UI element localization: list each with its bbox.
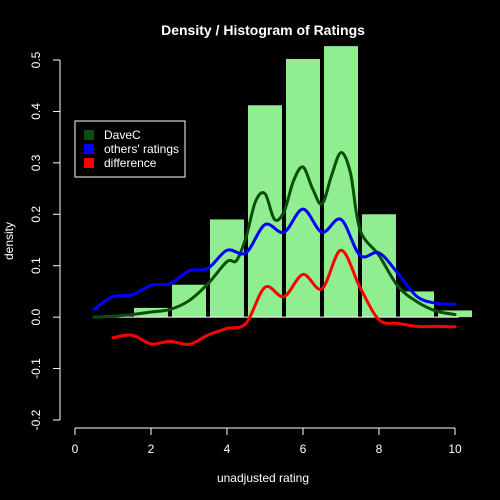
y-axis-label: density — [2, 222, 16, 260]
legend-swatch — [84, 144, 94, 154]
x-tick-label: 0 — [72, 442, 79, 456]
y-tick-label: 0.0 — [29, 308, 43, 325]
y-tick-label: 0.1 — [29, 257, 43, 274]
x-axis-label: unadjusted rating — [217, 471, 309, 485]
density-lines — [92, 151, 457, 347]
histogram-bar-2 — [210, 219, 244, 318]
series-line-2 — [111, 248, 457, 347]
y-tick-label: 0.3 — [29, 154, 43, 171]
legend-swatch — [84, 130, 94, 140]
legend-label: DaveC — [104, 128, 141, 142]
x-tick-label: 8 — [376, 442, 383, 456]
y-tick-label: 0.4 — [29, 103, 43, 120]
x-tick-label: 6 — [300, 442, 307, 456]
legend-label: others' ratings — [104, 142, 179, 156]
chart-title: Density / Histogram of Ratings — [161, 22, 365, 38]
histogram-bars — [134, 46, 472, 318]
y-tick-label: 0.5 — [29, 51, 43, 68]
legend-swatch — [84, 158, 94, 168]
x-axis: 0 2 4 6 8 10 — [72, 427, 462, 456]
legend-label: difference — [104, 156, 157, 170]
legend-box — [74, 120, 186, 178]
y-tick-label: 0.2 — [29, 206, 43, 223]
series-line-1 — [92, 207, 457, 311]
y-tick-label: -0.1 — [29, 358, 43, 379]
x-tick-label: 4 — [224, 442, 231, 456]
series-line-0 — [92, 151, 457, 319]
x-tick-label: 2 — [148, 442, 155, 456]
y-tick-label: -0.2 — [29, 409, 43, 430]
y-axis: -0.2 -0.1 0.0 0.1 0.2 0.3 0.4 0.5 — [29, 51, 61, 430]
x-tick-label: 10 — [448, 442, 462, 456]
